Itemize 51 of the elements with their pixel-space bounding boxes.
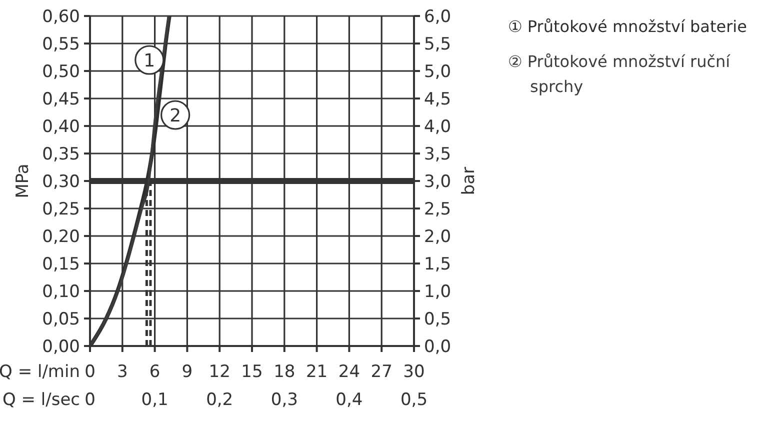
y-tick-label: 0,00	[42, 337, 80, 358]
y-tick-label: 0,45	[42, 90, 80, 110]
x-tick-label: 3	[116, 362, 128, 382]
y-axis-title: MPa	[12, 164, 33, 198]
y-tick-label: 0,20	[42, 227, 80, 248]
y2-tick-label: 4,0	[424, 117, 452, 138]
y2-tick-label: 1,0	[424, 282, 452, 302]
x-tick-label: 6	[149, 362, 160, 382]
x-tick-label: 30	[403, 362, 425, 382]
y-tick-label: 0,40	[42, 117, 80, 138]
text: ① Průtokové množství baterie	[508, 16, 748, 38]
x-tick-label: 9	[182, 362, 193, 382]
y2-tick-label: 3,5	[424, 144, 452, 165]
x-tick-label: 18	[274, 362, 296, 382]
text: ② Průtokové množství ruční sprchy	[508, 51, 732, 98]
y2-tick-label: 4,5	[424, 90, 452, 110]
y2-tick-label: 3,0	[424, 172, 452, 192]
x-tick-label: 0	[84, 362, 96, 382]
y2-tick-label: 0,0	[424, 337, 452, 358]
y2-tick-label: 6,0	[424, 7, 452, 28]
x2-tick-label: 0,3	[270, 390, 298, 410]
x-tick-label: 12	[208, 362, 230, 382]
x-tick-label: 15	[241, 362, 263, 382]
y-tick-label: 0,30	[42, 172, 80, 192]
x2-tick-label: 0,1	[141, 390, 168, 410]
y2-tick-label: 5,0	[424, 62, 452, 82]
y-tick-label: 0,50	[42, 62, 80, 82]
x-tick-label: 27	[370, 362, 392, 382]
y-tick-label: 0,15	[42, 254, 80, 275]
x-tick-label: 24	[338, 362, 360, 382]
y2-tick-label: 5,5	[424, 34, 452, 55]
y-tick-label: 0,25	[42, 200, 80, 220]
x2-tick-label: 0,5	[400, 390, 428, 410]
y2-axis-title: bar	[458, 166, 479, 196]
y-tick-label: 0,55	[42, 34, 80, 55]
y2-tick-label: 2,5	[424, 200, 452, 220]
y2-tick-label: 1,5	[424, 254, 452, 275]
x2-axis-title: Q = l/sec	[2, 390, 80, 410]
annotation: 1	[144, 50, 156, 72]
y-tick-label: 0,35	[42, 144, 80, 165]
x2-tick-label: 0,4	[336, 390, 363, 410]
x-axis-title: Q = l/min	[0, 362, 80, 382]
x2-tick-label: 0	[84, 390, 96, 410]
y-tick-label: 0,60	[42, 7, 80, 28]
annotation: 2	[170, 105, 182, 126]
y-tick-label: 0,10	[42, 282, 80, 302]
x2-tick-label: 0,2	[206, 390, 234, 410]
x-tick-label: 21	[306, 362, 328, 382]
y2-tick-label: 2,0	[424, 227, 452, 248]
y-tick-label: 0,05	[42, 310, 80, 330]
y2-tick-label: 0,5	[424, 310, 452, 330]
